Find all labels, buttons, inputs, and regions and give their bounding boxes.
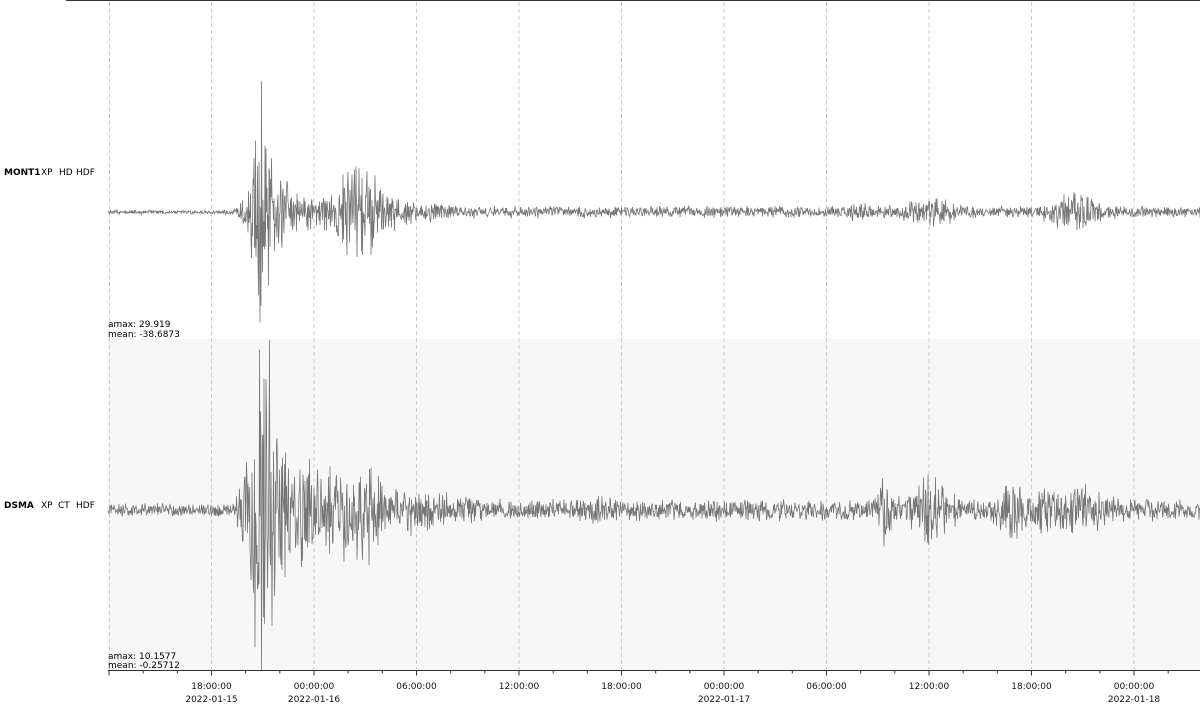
- network-label: XP: [41, 501, 53, 511]
- station-label: DSMA: [4, 501, 34, 511]
- x-tick-time: 18:00:00: [1011, 682, 1052, 692]
- x-tick-time: 18:00:00: [191, 682, 232, 692]
- x-tick-time: 06:00:00: [806, 682, 847, 692]
- x-tick-time: 00:00:00: [1114, 682, 1155, 692]
- grid-lines: [109, 2, 1135, 670]
- x-tick-date: 2022-01-18: [1108, 695, 1161, 705]
- amax-label: amax: 29.919: [108, 320, 171, 330]
- x-tick-date: 2022-01-16: [288, 695, 341, 705]
- channel-label: HDF: [76, 501, 95, 511]
- network-label: XP: [41, 168, 53, 178]
- x-tick-time: 00:00:00: [294, 682, 335, 692]
- x-tick-date: 2022-01-17: [698, 695, 750, 705]
- location-label: CT: [58, 501, 70, 511]
- trace-line-2: [107, 339, 1200, 671]
- x-tick-time: 18:00:00: [601, 682, 642, 692]
- trace-lines: [107, 81, 1200, 671]
- location-label: HD: [59, 168, 73, 178]
- x-tick-date: 2022-01-15: [185, 695, 237, 705]
- trace-label-2: DSMA XP CT HDF amax: 10.1577 mean: -0.25…: [4, 501, 180, 671]
- x-tick-time: 00:00:00: [704, 682, 745, 692]
- trace-label-1: MONT1 XP HD HDF amax: 29.919 mean: -38.6…: [4, 168, 180, 340]
- x-axis: 18:00:00 2022-01-15 00:00:00 2022-01-16 06:0…: [108, 670, 1169, 705]
- trace-line-1: [107, 81, 1200, 323]
- mean-label: mean: -38.6873: [108, 330, 180, 340]
- mean-label: mean: -0.25712: [108, 661, 180, 671]
- trace-panel-background-1: [0, 1, 1200, 339]
- x-tick-time: 12:00:00: [909, 682, 950, 692]
- channel-label: HDF: [76, 168, 95, 178]
- amax-label: amax: 10.1577: [108, 652, 176, 662]
- x-tick-time: 12:00:00: [499, 682, 540, 692]
- station-label: MONT1: [4, 168, 41, 178]
- x-tick-time: 06:00:00: [396, 682, 437, 692]
